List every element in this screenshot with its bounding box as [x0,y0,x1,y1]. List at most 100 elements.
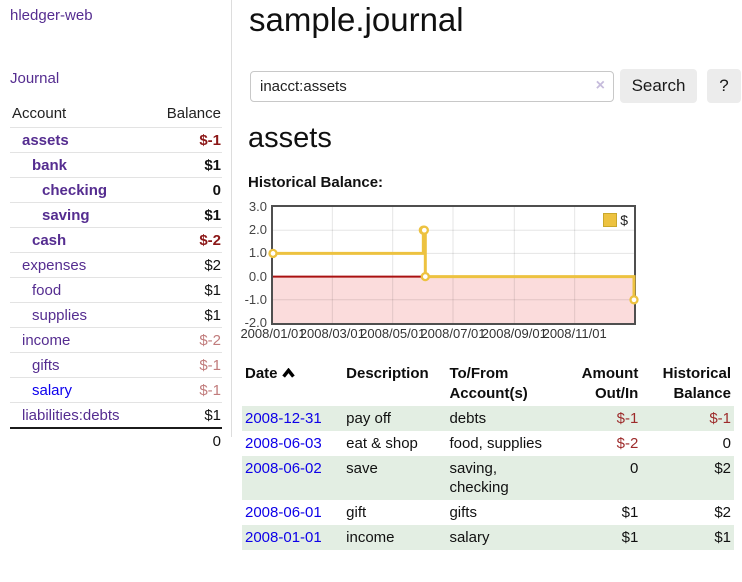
transaction-accounts: gifts [449,504,477,521]
transaction-amount: $1 [560,525,642,550]
historical-balance-chart: $ [268,205,639,325]
transaction-description: save [343,456,447,500]
accounts-header-row: Account Balance [10,101,222,128]
transaction-accounts: salary [446,525,561,550]
register-header-date[interactable]: Date [242,361,343,406]
account-link[interactable]: food [32,281,62,299]
account-balance: $-2 [199,231,221,249]
x-axis-tick-label: 2008/01/01 [240,326,306,341]
account-balance: $1 [204,281,221,299]
y-axis-tick-label: 3.0 [248,199,267,214]
app-title-link[interactable]: hledger-web [10,7,93,24]
account-row: salary $-1 [10,377,222,403]
account-balance: $-2 [199,331,221,349]
account-row: expenses $2 [10,252,222,278]
transaction-row: 2008-06-02 save saving, checking 0 $2 [242,456,734,500]
transaction-description: income [343,525,447,550]
transaction-accounts: saving, checking [446,456,561,500]
transaction-accounts: debts [446,406,561,431]
account-row: income $-2 [10,327,222,353]
y-axis-tick-label: -1.0 [244,291,267,307]
transaction-amount: $-1 [560,406,642,431]
transaction-description: pay off [343,406,447,431]
account-link[interactable]: bank [32,156,68,174]
account-link[interactable]: salary [32,381,73,399]
account-row: checking 0 [10,177,222,203]
account-link[interactable]: expenses [22,256,87,274]
clear-search-icon[interactable]: × [595,77,605,94]
nav-journal-link[interactable]: Journal [10,70,60,87]
register-header-accounts: To/From Account(s) [449,365,528,402]
account-link[interactable]: assets [22,131,69,149]
account-row: food $1 [10,277,222,303]
main-panel: sample.journal × Search ? assets Histori… [240,0,742,582]
transaction-balance: $2 [641,456,734,500]
transaction-amount: $1 [621,504,639,521]
chart-title: Historical Balance: [248,174,384,191]
x-axis-tick-label: 2008/07/01 [420,326,486,341]
account-row: saving $1 [10,202,222,228]
chart-legend: $ [603,212,628,228]
account-balance: $1 [204,306,221,324]
x-axis-tick-label: 2008/03/01 [299,326,365,341]
transaction-date-link[interactable]: 2008-01-01 [245,529,322,546]
account-balance: $1 [204,406,221,424]
x-axis-tick-label: 2008/09/01 [481,326,547,341]
transaction-date-link[interactable]: 2008-12-31 [245,410,322,427]
x-axis-tick-label: 2008/11/01 [542,326,607,341]
transaction-row: 2008-01-01 income salary $1 $1 [242,525,734,550]
transaction-date-link[interactable]: 2008-06-02 [245,460,322,477]
transaction-balance: $1 [641,525,734,550]
account-row: cash $-2 [10,227,222,253]
transaction-date-link[interactable]: 2008-06-03 [245,435,322,452]
account-balance: 0 [212,181,221,199]
transaction-description: gift [346,504,367,521]
x-axis-tick-label: 2008/05/01 [360,326,426,341]
account-link[interactable]: saving [42,206,90,224]
account-heading: assets [248,122,332,154]
transaction-balance: $2 [714,504,731,521]
search-form: × [250,71,614,102]
account-link[interactable]: cash [32,231,67,249]
account-link[interactable]: income [22,331,71,349]
register-table: Date Description To/From Account(s) Amou… [242,361,734,550]
account-row: gifts $-1 [10,352,222,378]
transaction-balance: 0 [722,435,731,452]
y-axis-tick-label: 1.0 [248,245,267,261]
y-axis-tick-label: 2.0 [248,222,267,238]
account-balance: $-1 [199,131,221,149]
search-input[interactable] [250,71,614,102]
account-row: liabilities:debts $1 [10,402,222,429]
account-balance: $-1 [199,381,221,399]
legend-label: $ [620,212,628,228]
accounts-header-account: Account [12,105,67,122]
search-button[interactable]: Search [620,69,697,103]
transaction-date-link[interactable]: 2008-06-01 [245,504,322,521]
account-link[interactable]: liabilities:debts [22,406,120,424]
transaction-balance: $-1 [641,406,734,431]
account-balance: $2 [204,256,221,274]
account-balance: $-1 [199,356,221,374]
transaction-row: 2008-12-31 pay off debts $-1 $-1 [242,406,734,431]
sort-ascending-icon [281,368,295,378]
page-title: sample.journal [249,1,464,38]
account-link[interactable]: supplies [32,306,88,324]
sidebar: hledger-web Journal Account Balance asse… [0,0,232,450]
register-header-description: Description [346,365,429,382]
y-axis-tick-label: -2.0 [244,315,267,330]
accounts-header-balance: Balance [166,105,221,122]
account-balance: $1 [204,206,221,224]
account-row: bank $1 [10,152,222,178]
register-header-balance: Historical Balance [662,365,731,402]
register-header-amount: Amount Out/In [581,365,639,402]
accounts-total-balance: 0 [212,432,221,450]
account-row: supplies $1 [10,302,222,328]
transaction-amount: $-2 [616,435,639,452]
transaction-amount: 0 [560,456,642,500]
help-button[interactable]: ? [707,69,741,103]
account-link[interactable]: gifts [32,356,60,374]
account-link[interactable]: checking [42,181,108,199]
account-balance: $1 [204,156,221,174]
transaction-accounts: food, supplies [449,435,543,452]
